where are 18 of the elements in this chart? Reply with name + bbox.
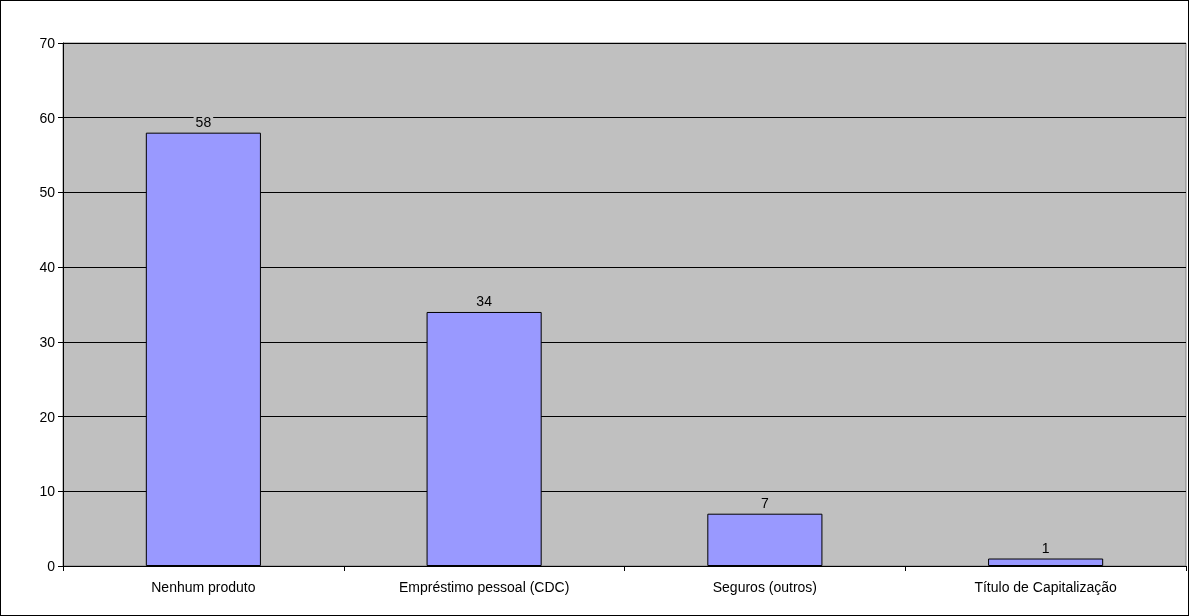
data-label: 34 xyxy=(476,292,493,309)
x-tick-label: Empréstimo pessoal (CDC) xyxy=(398,579,570,595)
data-label: 1 xyxy=(1041,539,1050,556)
bar xyxy=(988,558,1104,566)
y-tick-label: 30 xyxy=(39,333,56,350)
data-label: 58 xyxy=(195,113,212,130)
x-tick-label: Título de Capitalização xyxy=(974,579,1118,595)
x-tick-label: Nenhum produto xyxy=(151,579,256,595)
data-label: 7 xyxy=(760,494,769,511)
y-tick-label: 50 xyxy=(39,184,56,201)
y-tick-label: 0 xyxy=(47,558,56,574)
x-tick-label: Seguros (outros) xyxy=(712,579,818,595)
y-tick-label: 40 xyxy=(39,259,56,276)
y-tick-label: 60 xyxy=(39,109,56,126)
bar xyxy=(707,513,823,566)
y-tick-label: 20 xyxy=(39,408,56,425)
y-tick-label: 70 xyxy=(39,35,56,51)
y-tick-label: 10 xyxy=(39,483,56,500)
